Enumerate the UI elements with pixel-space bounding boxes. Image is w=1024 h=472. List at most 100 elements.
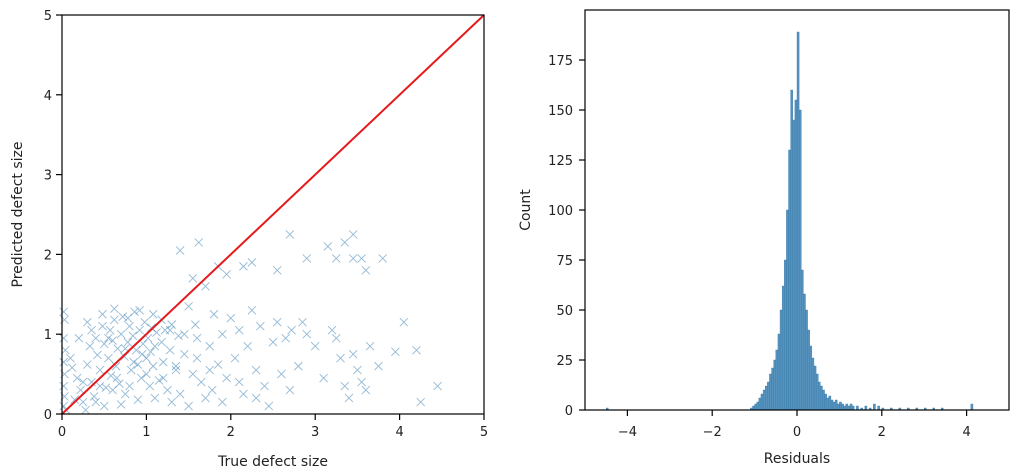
scatter-point [106,371,116,381]
scatter-plot-frame [61,14,485,415]
scatter-point [285,385,295,395]
scatter-point [201,282,210,291]
scatter-point [184,401,193,411]
histogram-bar [758,397,762,411]
scatter-point [188,369,198,379]
scatter-point [239,262,248,271]
scatter-point [123,313,133,323]
histogram-bar [832,401,836,411]
scatter-point [154,376,164,385]
scatter-point [205,365,215,375]
scatter-point [104,353,113,363]
histogram-bar [805,309,808,411]
scatter-point [374,361,383,371]
scatter-x-axis-label: True defect size [217,454,328,470]
histogram-y-axis: 0 25 50 75 100 125 150 175 [548,54,585,419]
x-tick-label: 2 [227,425,235,440]
scatter-point [105,325,115,335]
histogram-bar [801,269,804,411]
histogram-x-axis-label: Residuals [764,451,830,467]
scatter-point [133,360,143,369]
scatter-point [222,270,231,279]
y-tick-label: 2 [44,248,52,263]
histogram-bar [762,389,766,411]
scatter-x-axis: 0 1 2 3 4 5 [58,414,488,440]
scatter-point [331,254,341,263]
scatter-point [234,377,244,387]
scatter-point [148,361,158,371]
scatter-point [104,333,113,343]
scatter-point [336,353,345,363]
histogram-bar [769,373,772,411]
scatter-point [126,365,136,375]
scatter-point [348,349,358,359]
scatter-point [319,373,328,383]
scatter-point [184,301,193,311]
scatter-point [135,305,144,315]
scatter-point [357,377,366,387]
scatter-point [146,347,155,357]
histogram-x-axis: −4 −2 0 2 4 [618,410,971,440]
scatter-point [99,339,109,349]
scatter-point [165,325,175,335]
histogram-bar [775,349,779,411]
histogram-bar [824,393,827,411]
scatter-point [157,337,166,347]
scatter-point [78,377,88,387]
histogram-bar [830,399,834,411]
scatter-point [98,321,107,331]
x-tick-label: −4 [618,425,637,440]
scatter-point [323,242,333,251]
histogram-bar [771,367,774,411]
scatter-point [123,337,133,347]
scatter-point [163,385,172,395]
scatter-point [101,383,111,392]
scatter-point [91,397,101,407]
histogram-bar [818,381,821,411]
histogram-bar [790,89,793,411]
residuals-histogram: −4 −2 0 2 4 0 25 50 75 100 125 150 175 Residuals Co… [518,9,1010,467]
scatter-point [152,328,161,337]
scatter-point [113,344,123,353]
scatter-point [340,238,350,247]
scatter-point [281,333,290,343]
histogram-bar [828,395,832,411]
histogram-bars [606,31,974,411]
scatter-point [129,357,139,367]
scatter-point [128,331,138,341]
scatter-point [256,321,265,331]
scatter-point [67,363,77,373]
scatter-point [125,321,134,331]
scatter-point [180,349,189,359]
histogram-bar [756,401,760,411]
scatter-point [137,373,146,383]
y-tick-label: 0 [565,404,573,419]
scatter-point [298,317,307,327]
x-tick-label: 2 [878,425,886,440]
x-tick-label: 0 [793,425,801,440]
histogram-bar [807,329,810,411]
scatter-point [213,360,223,369]
y-tick-label: 25 [556,354,573,369]
y-tick-label: 1 [44,328,52,343]
scatter-point [260,381,269,391]
scatter-point [59,307,69,317]
scatter-y-axis-label: Predicted defect size [10,142,26,288]
identity-line [61,14,485,415]
scatter-point [59,357,69,367]
scatter-point [116,400,126,409]
histogram-bar [781,285,785,411]
y-tick-label: 125 [548,154,573,169]
scatter-point [165,345,175,355]
scatter-point [272,266,282,275]
scatter-point [226,313,236,323]
histogram-bar [820,385,823,411]
histogram-bar [839,401,842,411]
histogram-bar [841,403,844,411]
scatter-point [59,381,69,391]
scatter-point [98,309,107,319]
scatter-point [158,373,168,383]
scatter-point [95,365,105,375]
scatter-point [140,317,150,327]
scatter-point [108,336,117,345]
